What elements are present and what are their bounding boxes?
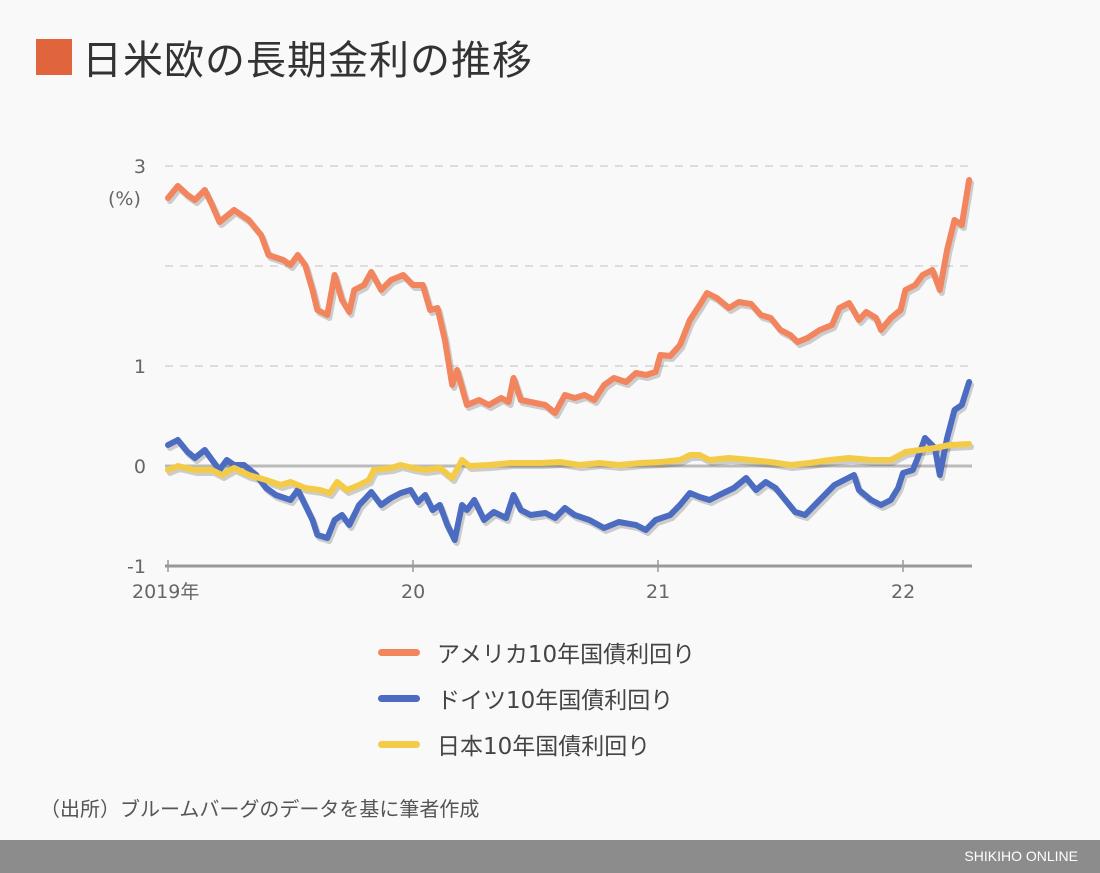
- legend-label-japan: 日本10年国債利回り: [437, 734, 651, 760]
- y-tick-label: -1: [127, 556, 146, 578]
- chart-title-text: 日米欧の長期金利の推移: [82, 38, 533, 84]
- y-unit-label: (%): [108, 188, 141, 210]
- legend-swatch-us: [378, 648, 420, 656]
- legend-item-germany: ドイツ10年国債利回り: [378, 675, 695, 721]
- series-shadow-us: [167, 180, 975, 419]
- series-line-us: [165, 177, 973, 416]
- x-tick-label: 21: [646, 581, 670, 603]
- legend-swatch-germany: [378, 694, 420, 702]
- x-tick-label: 20: [401, 581, 425, 603]
- series-line-japan: [165, 441, 973, 496]
- y-tick-label: 1: [134, 356, 146, 378]
- series-shadow-japan: [167, 444, 975, 499]
- legend: アメリカ10年国債利回り ドイツ10年国債利回り 日本10年国債利回り: [378, 629, 695, 767]
- y-tick-label: 3: [134, 156, 146, 178]
- footer-brand: SHIKIHO ONLINE: [964, 848, 1078, 864]
- legend-label-us: アメリカ10年国債利回り: [437, 642, 696, 668]
- x-tick-label: 22: [891, 581, 915, 603]
- y-tick-label: 0: [134, 456, 146, 478]
- legend-label-germany: ドイツ10年国債利回り: [437, 688, 674, 714]
- legend-item-japan: 日本10年国債利回り: [378, 721, 695, 767]
- legend-swatch-japan: [378, 740, 420, 748]
- series-line-germany: [165, 379, 973, 543]
- footer-bar: SHIKIHO ONLINE: [0, 840, 1100, 873]
- source-note: （出所）ブルームバーグのデータを基に筆者作成: [40, 797, 480, 821]
- title-square-icon: [36, 39, 72, 75]
- x-tick-label: 2019年: [132, 581, 199, 603]
- chart-title: 日米欧の長期金利の推移: [36, 28, 533, 86]
- legend-item-us: アメリカ10年国債利回り: [378, 629, 695, 675]
